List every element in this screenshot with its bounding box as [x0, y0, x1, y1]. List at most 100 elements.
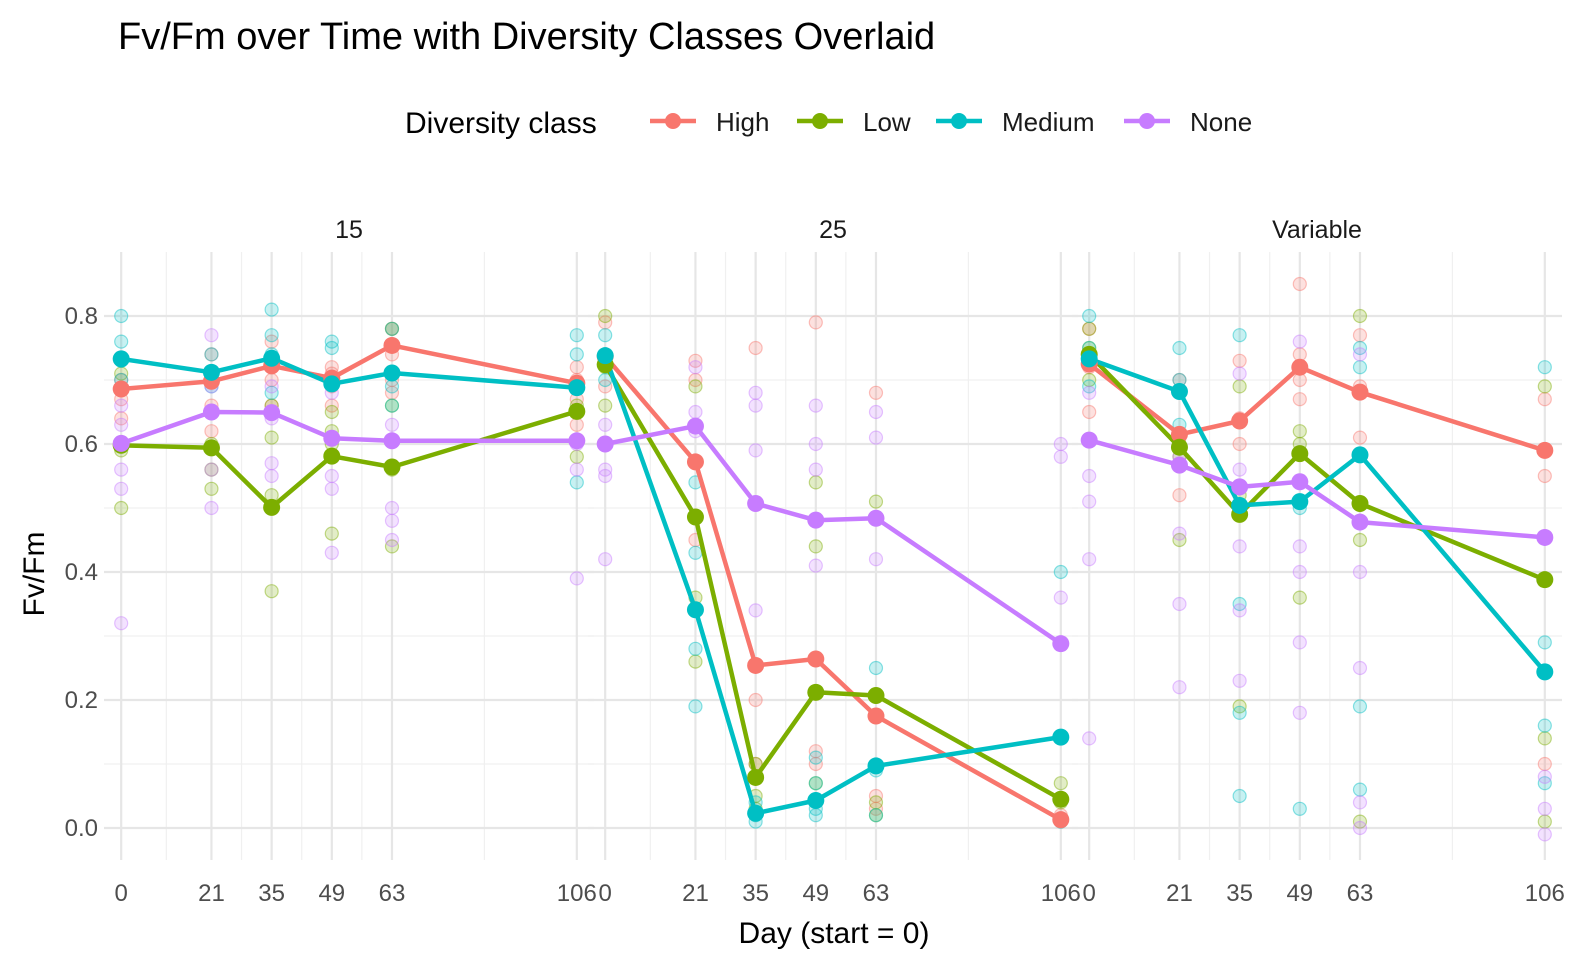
legend-label-low: Low — [863, 107, 911, 137]
raw-point-none — [1537, 769, 1552, 784]
series-lines — [112, 336, 586, 516]
raw-point-high — [1082, 404, 1097, 420]
legend-entry-none: None — [1124, 107, 1252, 137]
raw-point-none — [1053, 590, 1068, 605]
series-point-low — [867, 687, 885, 705]
x-tick-label: 106 — [557, 880, 597, 907]
raw-point-none — [204, 462, 219, 477]
series-point-medium — [867, 757, 885, 775]
raw-point-medium — [1537, 776, 1552, 791]
raw-point-low — [204, 462, 219, 477]
raw-point-none — [1082, 468, 1097, 484]
raw-point-none — [1082, 731, 1097, 746]
raw-point-high — [569, 417, 584, 432]
raw-point-high — [1232, 353, 1247, 368]
raw-point-medium — [264, 385, 279, 400]
raw-point-none — [868, 430, 884, 445]
series-point-medium — [1291, 493, 1309, 511]
raw-point-medium — [569, 475, 584, 490]
raw-point-high — [808, 744, 823, 759]
series-point-high — [1052, 811, 1070, 829]
x-axis-title: Day (start = 0) — [739, 917, 930, 950]
raw-point-medium — [1352, 340, 1368, 356]
series-point-none — [1536, 528, 1554, 546]
raw-point-medium — [324, 334, 339, 349]
raw-point-low — [1537, 379, 1552, 394]
raw-point-low — [808, 539, 823, 554]
raw-point-medium — [1053, 564, 1068, 580]
raw-point-medium — [569, 328, 584, 343]
raw-point-none — [1232, 462, 1247, 477]
raw-point-high — [598, 379, 613, 394]
series-point-medium — [1536, 663, 1554, 681]
raw-point-none — [1292, 564, 1307, 580]
raw-point-low — [1082, 372, 1097, 388]
series-line-low — [121, 409, 578, 510]
raw-point-low — [264, 430, 279, 445]
raw-point-high — [1292, 392, 1307, 407]
raw-point-medium — [1352, 360, 1368, 375]
series-line-high — [1087, 362, 1546, 453]
series-point-high — [1231, 412, 1249, 430]
series-point-none — [323, 429, 341, 447]
raw-point-medium — [204, 347, 219, 362]
raw-point-low — [114, 500, 129, 516]
series-point-none — [1291, 473, 1309, 491]
raw-point-low — [1537, 814, 1552, 829]
series-point-none — [568, 432, 586, 450]
panel-strip-label: 15 — [335, 216, 363, 244]
raw-point-low — [598, 398, 613, 413]
raw-point-none — [114, 616, 129, 631]
series-point-low — [1536, 571, 1554, 589]
raw-point-none — [384, 513, 400, 528]
raw-point-low — [868, 494, 884, 509]
x-tick-label: 49 — [1286, 880, 1313, 907]
raw-point-none — [1082, 385, 1097, 400]
raw-point-none — [1172, 596, 1187, 612]
raw-point-none — [748, 398, 763, 413]
raw-point-low — [384, 539, 400, 554]
raw-point-low — [688, 379, 703, 394]
series-point-low — [1351, 495, 1369, 513]
raw-point-high — [748, 692, 763, 708]
series-line-high — [603, 354, 1062, 822]
legend-label-medium: Medium — [1002, 107, 1094, 137]
raw-point-low — [1352, 532, 1368, 548]
raw-point-none — [1053, 449, 1068, 464]
raw-point-high — [868, 788, 884, 804]
x-tick-label: 63 — [1347, 880, 1374, 907]
y-tick-label: 0.4 — [65, 559, 98, 586]
raw-point-high — [1082, 321, 1097, 336]
series-point-none — [202, 403, 220, 421]
series-line-none — [120, 409, 577, 446]
raw-point-none — [748, 443, 763, 458]
x-tick-label: 35 — [258, 880, 285, 907]
series-point-high — [1170, 425, 1188, 443]
raw-point-low — [204, 481, 219, 496]
legend-marker-low — [812, 113, 828, 129]
raw-point-high — [868, 385, 884, 400]
raw-point-medium — [808, 750, 823, 765]
raw-point-medium — [1352, 782, 1368, 797]
series-point-medium — [263, 349, 281, 367]
individual-points — [598, 308, 1068, 829]
individual-points — [1082, 276, 1552, 842]
series-point-high — [686, 453, 704, 471]
raw-point-none — [384, 500, 400, 516]
raw-point-medium — [384, 321, 400, 336]
raw-point-medium — [688, 699, 703, 714]
raw-point-low — [1232, 379, 1247, 394]
series-point-low — [1052, 790, 1070, 808]
y-tick-label: 0.2 — [65, 687, 98, 714]
series-point-none — [747, 495, 765, 513]
raw-point-low — [264, 584, 279, 599]
raw-point-none — [808, 398, 823, 413]
raw-point-none — [1082, 552, 1097, 567]
raw-point-medium — [868, 660, 884, 676]
raw-point-none — [114, 462, 129, 477]
raw-point-high — [688, 372, 703, 388]
raw-point-none — [114, 417, 129, 432]
legend-marker-none — [1139, 113, 1155, 129]
raw-point-none — [569, 462, 584, 477]
